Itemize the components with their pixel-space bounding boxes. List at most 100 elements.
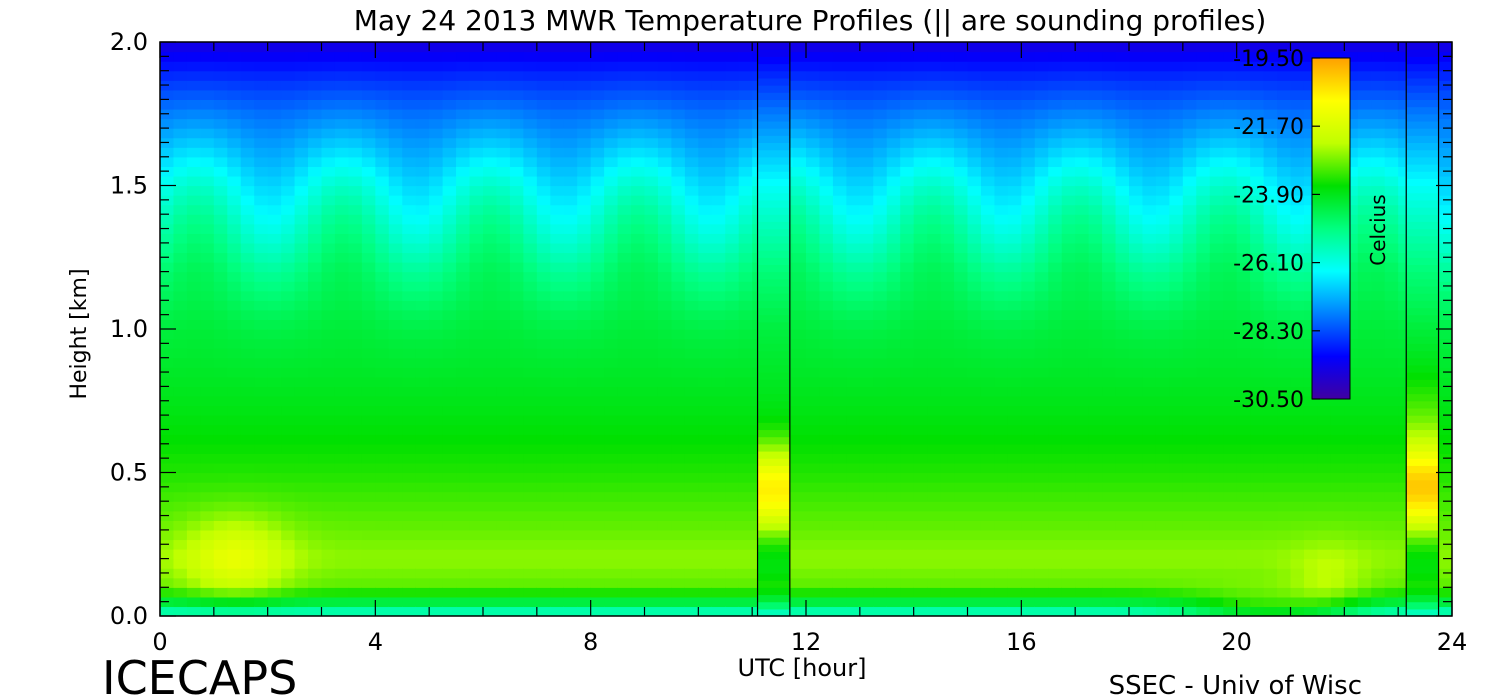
heatmap-cell: [1021, 233, 1036, 244]
heatmap-cell: [240, 118, 255, 129]
heatmap-cell: [1223, 529, 1238, 541]
heatmap-cell: [186, 472, 201, 483]
heatmap-cell: [644, 309, 659, 321]
heatmap-cell: [1007, 587, 1022, 598]
heatmap-cell: [1209, 376, 1224, 387]
heatmap-cell: [1102, 558, 1117, 569]
heatmap-cell: [456, 577, 471, 588]
heatmap-cell: [900, 376, 915, 387]
heatmap-cell: [294, 501, 309, 512]
heatmap-cell: [375, 386, 390, 397]
heatmap-cell: [873, 577, 888, 588]
heatmap-cell: [523, 166, 538, 177]
heatmap-cell: [1236, 233, 1251, 244]
heatmap-cell: [1196, 577, 1211, 588]
heatmap-cell: [536, 242, 551, 254]
heatmap-cell: [806, 386, 821, 397]
heatmap-cell: [792, 395, 807, 407]
heatmap-cell: [496, 596, 511, 608]
heatmap-cell: [577, 166, 592, 177]
heatmap-cell: [402, 42, 417, 53]
heatmap-cell: [1155, 252, 1170, 263]
heatmap-cell: [1048, 195, 1063, 206]
heatmap-cell: [509, 195, 524, 206]
heatmap-cell: [1182, 61, 1197, 72]
heatmap-cell: [186, 80, 201, 91]
heatmap-cell: [819, 61, 834, 72]
heatmap-cell: [1223, 233, 1238, 244]
heatmap-cell: [577, 300, 592, 311]
heatmap-cell: [200, 405, 215, 416]
heatmap-cell: [1236, 453, 1251, 464]
heatmap-cell: [1196, 99, 1211, 110]
heatmap-cell: [321, 271, 336, 282]
heatmap-cell: [657, 281, 673, 292]
heatmap-cell: [173, 338, 188, 349]
heatmap-cell: [429, 510, 444, 521]
heatmap-cell: [590, 128, 605, 139]
heatmap-cell: [321, 319, 336, 330]
heatmap-cell: [1102, 539, 1117, 550]
heatmap-cell: [1209, 271, 1224, 282]
heatmap-cell: [1088, 147, 1103, 158]
heatmap-cell: [173, 472, 188, 483]
heatmap-cell: [550, 262, 565, 273]
heatmap-cell: [873, 606, 888, 616]
heatmap-cell: [160, 348, 175, 359]
heatmap-cell: [563, 242, 578, 254]
heatmap-cell: [994, 281, 1009, 292]
heatmap-cell: [213, 443, 228, 454]
heatmap-cell: [819, 300, 834, 311]
heatmap-cell: [1142, 290, 1157, 301]
heatmap-cell: [1209, 242, 1224, 254]
heatmap-cell: [590, 51, 605, 62]
heatmap-cell: [1250, 204, 1265, 215]
heatmap-cell: [631, 156, 646, 167]
heatmap-cell: [1236, 568, 1251, 579]
heatmap-cell: [725, 99, 740, 110]
heatmap-cell: [577, 596, 592, 608]
heatmap-cell: [873, 175, 888, 187]
heatmap-cell: [334, 214, 350, 225]
heatmap-cell: [1102, 271, 1117, 282]
heatmap-cell: [227, 118, 242, 129]
heatmap-cell: [429, 462, 444, 474]
heatmap-cell: [859, 491, 874, 502]
heatmap-cell: [469, 300, 484, 311]
heatmap-cell: [698, 568, 713, 579]
heatmap-cell: [859, 529, 874, 541]
heatmap-cell: [1223, 147, 1238, 158]
heatmap-cell: [792, 175, 807, 187]
heatmap-cell: [671, 386, 686, 397]
heatmap-cell: [1196, 128, 1211, 139]
heatmap-cell: [523, 415, 538, 426]
heatmap-cell: [604, 472, 619, 483]
heatmap-cell: [873, 558, 888, 569]
heatmap-cell: [415, 300, 430, 311]
heatmap-cell: [940, 137, 955, 148]
heatmap-cell: [913, 501, 928, 512]
heatmap-cell: [1142, 309, 1157, 321]
heatmap-cell: [186, 137, 201, 148]
heatmap-cell: [456, 214, 471, 225]
heatmap-cell: [267, 424, 282, 435]
heatmap-cell: [375, 472, 390, 483]
heatmap-cell: [308, 156, 323, 167]
heatmap-cell: [1277, 453, 1292, 464]
heatmap-cell: [348, 137, 363, 148]
heatmap-cell: [994, 223, 1009, 234]
heatmap-cell: [1250, 357, 1265, 368]
heatmap-cell: [348, 281, 363, 292]
heatmap-cell: [213, 80, 228, 91]
heatmap-cell: [1007, 309, 1022, 321]
heatmap-cell: [496, 281, 511, 292]
heatmap-cell: [429, 128, 444, 139]
heatmap-cell: [1034, 386, 1049, 397]
heatmap-cell: [1034, 405, 1049, 416]
heatmap-cell: [213, 338, 228, 349]
heatmap-cell: [334, 89, 350, 100]
heatmap-cell: [267, 223, 282, 234]
heatmap-cell: [711, 587, 726, 598]
heatmap-cell: [873, 462, 888, 474]
heatmap-cell: [1034, 70, 1049, 81]
